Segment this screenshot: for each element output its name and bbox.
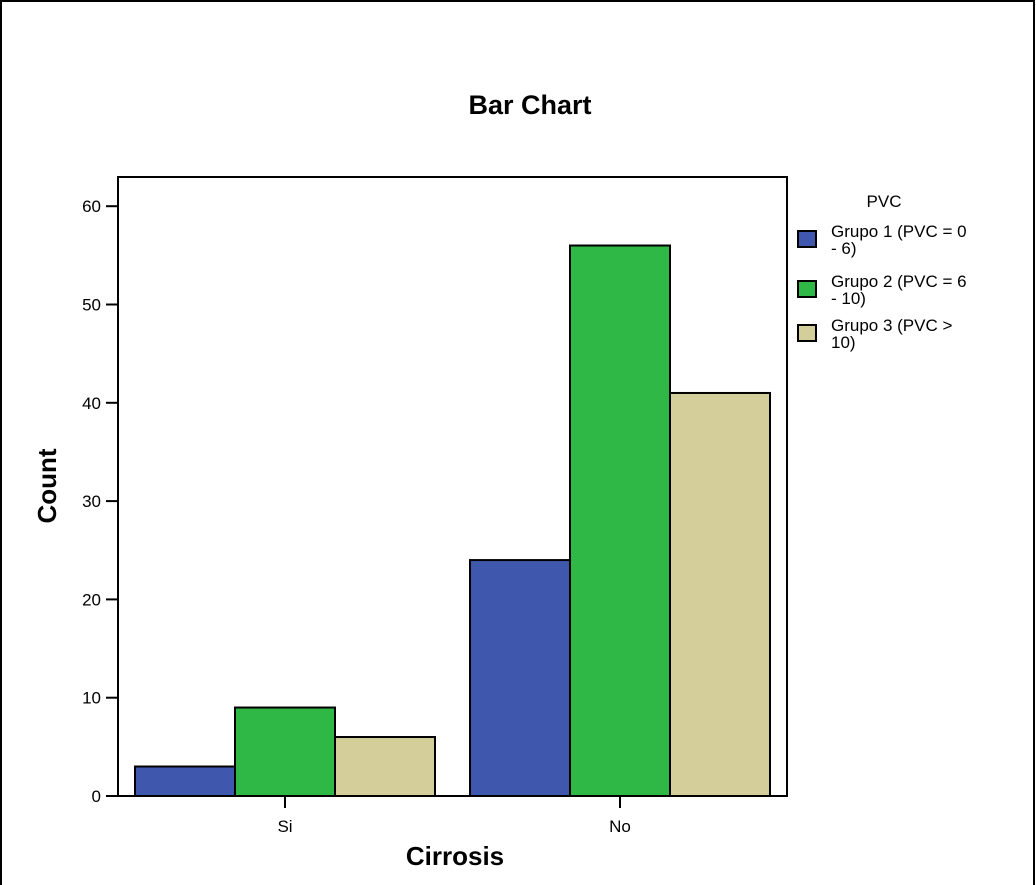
y-tick-label: 50 xyxy=(82,296,101,315)
legend-item: Grupo 3 (PVC >10) xyxy=(797,316,952,352)
y-tick-label: 0 xyxy=(92,787,101,806)
y-tick-label: 30 xyxy=(82,492,101,511)
bars-group xyxy=(134,244,771,798)
legend-label: - 10) xyxy=(831,289,866,308)
legend-item: Grupo 2 (PVC = 6- 10) xyxy=(797,272,967,308)
x-axis-title: Cirrosis xyxy=(406,841,504,871)
bar-si-series-1 xyxy=(134,765,236,798)
y-tick-label: 10 xyxy=(82,689,101,708)
chart-title: Bar Chart xyxy=(468,90,591,120)
bar-no-series-1 xyxy=(469,559,571,798)
y-axis-title: Count xyxy=(32,448,62,523)
y-tick-label: 40 xyxy=(82,394,101,413)
legend-label: - 6) xyxy=(831,239,857,258)
bar-si-series-3 xyxy=(334,736,436,798)
legend-item: Grupo 1 (PVC = 0- 6) xyxy=(797,222,967,258)
y-axis: 0 10 20 30 40 50 60 xyxy=(82,197,118,806)
bar-no-series-3 xyxy=(669,391,771,797)
bar-no-series-2 xyxy=(569,244,671,797)
legend-swatch xyxy=(797,280,817,298)
legend-label: Grupo 1 (PVC = 0 xyxy=(831,222,967,241)
y-tick-label: 60 xyxy=(82,197,101,216)
legend-swatch xyxy=(797,324,817,342)
bar-si-series-2 xyxy=(234,706,336,798)
x-axis: Si No xyxy=(277,796,631,836)
x-tick-label: No xyxy=(609,817,631,836)
legend-label: Grupo 2 (PVC = 6 xyxy=(831,272,967,291)
y-tick-label: 20 xyxy=(82,590,101,609)
legend-title: PVC xyxy=(867,192,902,211)
x-tick-label: Si xyxy=(277,817,292,836)
legend-label: 10) xyxy=(831,333,856,352)
legend-label: Grupo 3 (PVC > xyxy=(831,316,952,335)
legend: PVC Grupo 1 (PVC = 0- 6) Grupo 2 (PVC = 6… xyxy=(797,192,967,352)
legend-swatch xyxy=(797,230,817,248)
